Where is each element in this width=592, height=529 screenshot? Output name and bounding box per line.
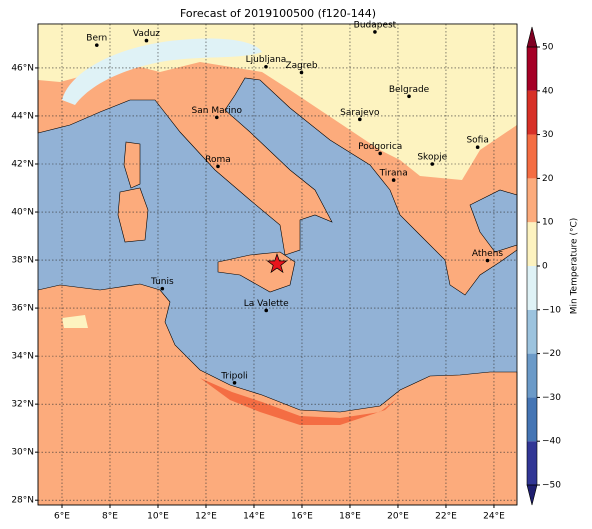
city-dot <box>475 145 480 149</box>
x-tick-label: 18°E <box>339 512 361 522</box>
colorbar-segment <box>527 353 537 398</box>
city-label: Athens <box>472 249 503 259</box>
colorbar-tick-label: 20 <box>542 174 554 184</box>
event-marker <box>266 253 288 274</box>
x-tick-label: 24°E <box>483 512 505 522</box>
map-frame <box>37 23 518 506</box>
city-dot <box>373 30 377 34</box>
y-tick-label: 28°N <box>11 496 34 506</box>
y-tick-label: 38°N <box>11 256 34 266</box>
colorbar-segment <box>527 90 537 135</box>
x-tick-label: 8°E <box>102 512 118 522</box>
city-dot <box>216 164 220 169</box>
colorbar-segment <box>527 397 537 442</box>
colorbar-segment <box>527 222 537 266</box>
colorbar-tick-label: −10 <box>542 305 561 315</box>
cool-patch <box>62 315 88 328</box>
x-tick-label: 14°E <box>243 512 265 522</box>
city-dot <box>407 94 411 99</box>
city-label: Ljubljana <box>246 55 287 65</box>
city-label: Vaduz <box>133 29 160 39</box>
city-label: Bern <box>86 34 107 44</box>
y-tick-label: 44°N <box>11 111 34 121</box>
city-dot <box>264 64 268 69</box>
y-tick-label: 42°N <box>11 160 34 170</box>
city-dot <box>160 286 165 291</box>
city-dot <box>144 38 149 43</box>
colorbar-extend-top <box>526 26 538 48</box>
colorbar-tick-label: 30 <box>542 130 554 140</box>
colorbar-segment <box>527 266 537 310</box>
city-label: San Marino <box>192 106 243 116</box>
city-label: Skopje <box>417 153 447 163</box>
colorbar-segment <box>527 178 537 223</box>
colorbar-tick-label: 50 <box>542 43 554 53</box>
x-tick-label: 12°E <box>195 512 217 522</box>
colorbar-tick-label: −30 <box>542 393 561 403</box>
colorbar-segment <box>527 134 537 179</box>
city-label: Tunis <box>150 277 174 287</box>
colorbar-tick-label: 40 <box>542 86 554 96</box>
city-dot <box>214 115 219 120</box>
city-dot <box>94 43 99 47</box>
city-label: Budapest <box>354 20 397 30</box>
sardinia <box>117 187 149 243</box>
title: Forecast of 2019100500 (f120-144) <box>180 7 376 20</box>
city-dot <box>391 178 396 182</box>
alps-cold <box>62 38 262 105</box>
y-tick-label: 40°N <box>11 208 34 218</box>
corsica <box>123 141 141 189</box>
city-label: Roma <box>205 155 231 165</box>
x-tick-label: 16°E <box>291 512 313 522</box>
city-dot <box>358 117 362 122</box>
colorbar-tick-label: −50 <box>542 481 561 491</box>
city-label: Tirana <box>379 169 408 179</box>
colorbar-segment <box>527 47 537 91</box>
colorbar-tick-label: 0 <box>542 262 548 272</box>
city-label: Zagreb <box>285 61 317 71</box>
x-tick-label: 6°E <box>54 512 70 522</box>
city-label: Sarajevo <box>340 108 380 118</box>
y-tick-label: 32°N <box>11 400 34 410</box>
y-tick-label: 30°N <box>11 448 34 458</box>
city-dot <box>264 308 269 313</box>
y-tick-label: 36°N <box>11 304 34 314</box>
city-dot <box>430 162 435 166</box>
colorbar-tick-label: −20 <box>542 349 561 359</box>
x-tick-label: 10°E <box>147 512 169 522</box>
city-label: Sofia <box>466 136 488 146</box>
colorbar-segment <box>527 441 537 485</box>
colorbar-extend-bottom <box>526 484 538 506</box>
city-label: Belgrade <box>389 85 430 95</box>
city-dot <box>485 258 490 263</box>
x-tick-label: 22°E <box>435 512 457 522</box>
warm-coast <box>200 378 398 425</box>
city-dot <box>299 70 304 75</box>
colorbar-tick-label: 10 <box>542 218 554 228</box>
colorbar-segment <box>527 309 537 354</box>
city-label: Tripoli <box>220 371 248 381</box>
city-dot <box>378 151 383 156</box>
colorbar-label: Min Temperature (°C) <box>570 218 580 315</box>
city-label: La Valette <box>244 299 289 309</box>
x-tick-label: 20°E <box>387 512 409 522</box>
y-tick-label: 34°N <box>11 352 34 362</box>
city-dot <box>232 380 237 385</box>
y-tick-label: 46°N <box>11 63 34 73</box>
city-label: Podgorica <box>358 142 402 152</box>
colorbar-tick-label: −40 <box>542 437 561 447</box>
